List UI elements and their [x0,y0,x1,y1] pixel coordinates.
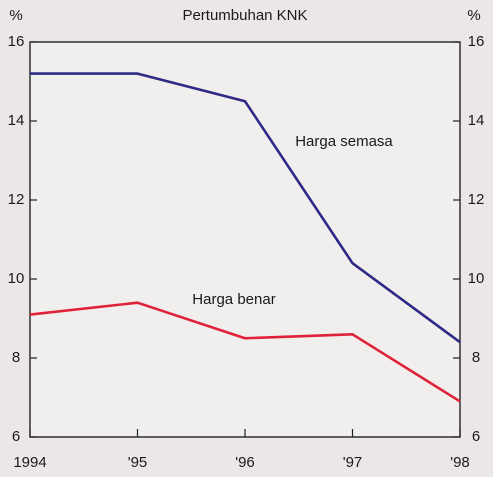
y2-tick-label: 8 [472,349,480,366]
x-tick-label: '96 [235,454,255,471]
y-tick-label: 12 [8,191,25,208]
x-tick-label: '97 [343,454,363,471]
y-tick-label: 8 [12,349,20,366]
y-axis-label: % [9,7,22,24]
y-tick-label: 14 [8,112,25,129]
series-line [30,72,461,344]
plot-area [29,41,461,438]
y-tick-label: 10 [8,270,25,287]
x-tick-label: 1994 [13,454,46,471]
y2-axis-label: % [467,7,480,24]
y2-tick-label: 6 [472,428,480,445]
x-tick-label: '95 [128,454,148,471]
y-tick-label: 16 [8,33,25,50]
y2-tick-label: 16 [468,33,485,50]
y-tick-label: 6 [12,428,20,445]
y2-tick-label: 10 [468,270,485,287]
y2-tick-label: 14 [468,112,485,129]
y2-tick-label: 12 [468,191,485,208]
series-label: Harga semasa [295,133,393,150]
series-label: Harga benar [192,291,275,308]
chart-title: Pertumbuhan KNK [182,7,307,24]
x-tick-label: '98 [450,454,470,471]
series-line [29,301,461,403]
